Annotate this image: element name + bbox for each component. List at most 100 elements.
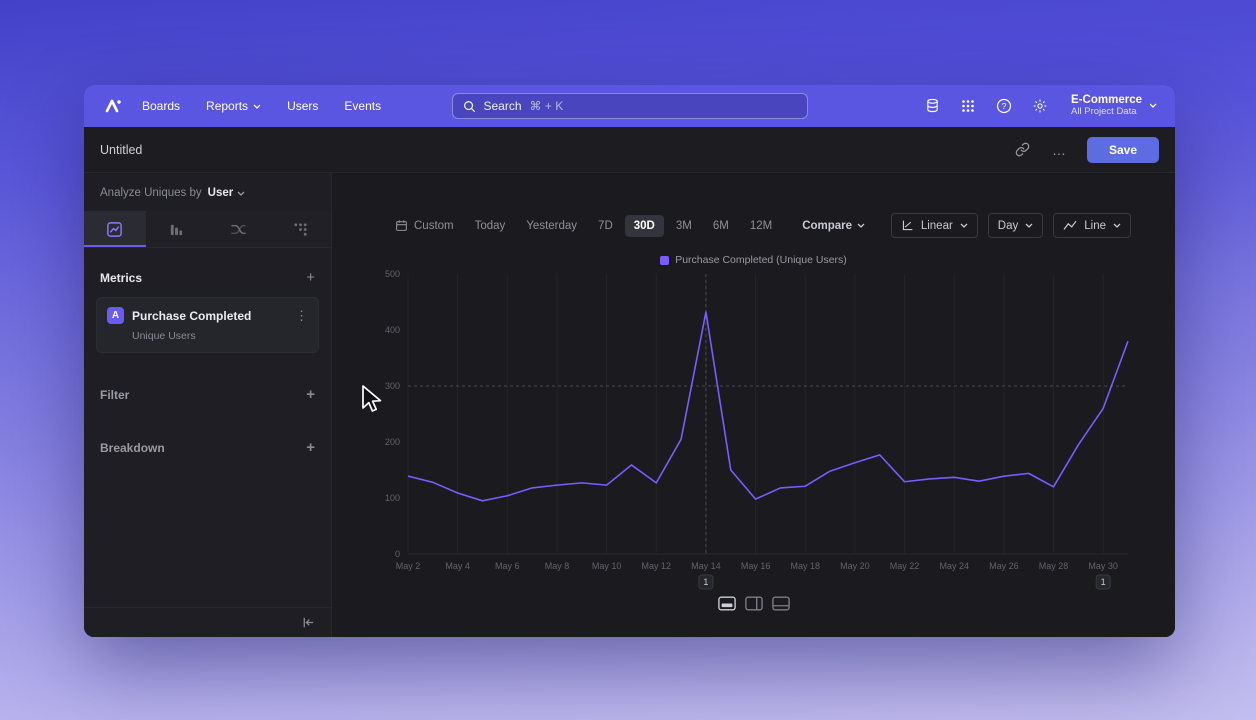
- collapse-sidebar-button[interactable]: [299, 614, 317, 632]
- compare-label: Compare: [802, 219, 853, 232]
- svg-text:May 4: May 4: [445, 561, 470, 571]
- settings-gear-icon[interactable]: [1031, 97, 1049, 115]
- project-name: E-Commerce: [1071, 93, 1142, 106]
- compare-dropdown[interactable]: Compare: [794, 215, 873, 237]
- date-12m-button[interactable]: 12M: [749, 219, 773, 232]
- metrics-section-header: Metrics +: [84, 270, 331, 285]
- metric-subtitle[interactable]: Unique Users: [132, 330, 196, 342]
- search-icon: [463, 100, 475, 112]
- svg-text:500: 500: [385, 269, 400, 279]
- date-today-button[interactable]: Today: [474, 219, 506, 232]
- analyze-label: Analyze Uniques by: [100, 187, 202, 199]
- flows-icon: [231, 224, 246, 234]
- svg-text:1: 1: [703, 577, 708, 587]
- search-input[interactable]: Search ⌘ + K: [451, 93, 808, 119]
- breakdown-section: Breakdown +: [84, 440, 331, 455]
- svg-text:0: 0: [395, 549, 400, 559]
- nav-left: Boards Reports Users Events: [102, 95, 452, 117]
- database-icon: [926, 99, 938, 113]
- svg-text:May 16: May 16: [741, 561, 771, 571]
- analyze-row: Analyze Uniques by User: [84, 173, 331, 203]
- svg-text:May 12: May 12: [642, 561, 672, 571]
- report-title: Untitled: [100, 142, 143, 157]
- date-yesterday-button[interactable]: Yesterday: [526, 219, 578, 232]
- date-7d-button[interactable]: 7D: [598, 219, 613, 232]
- nav-right: ? E-Commerce All Project Data: [808, 94, 1158, 118]
- metric-kebab-menu[interactable]: ⋮: [295, 307, 308, 323]
- svg-text:May 20: May 20: [840, 561, 870, 571]
- analyze-value-dropdown[interactable]: User: [208, 187, 246, 199]
- layout-split-button[interactable]: [744, 596, 763, 611]
- help-icon[interactable]: ?: [995, 97, 1013, 115]
- line-chart-icon: [1063, 220, 1077, 230]
- add-filter-button[interactable]: +: [306, 386, 315, 403]
- funnels-icon: [170, 224, 183, 235]
- metric-badge: A: [107, 307, 124, 324]
- svg-text:100: 100: [385, 493, 400, 503]
- more-options-button[interactable]: …: [1051, 141, 1067, 158]
- nav-reports-label: Reports: [206, 99, 249, 113]
- scale-select[interactable]: Linear: [890, 213, 978, 238]
- svg-text:May 22: May 22: [890, 561, 920, 571]
- axis-icon: [902, 220, 913, 231]
- date-6m-button[interactable]: 6M: [712, 219, 729, 232]
- mixpanel-logo-icon: [105, 99, 121, 113]
- save-button[interactable]: Save: [1086, 136, 1159, 163]
- interval-value: Day: [997, 219, 1019, 232]
- metric-card[interactable]: A Purchase Completed ⋮ Unique Users: [96, 297, 319, 353]
- layout-table-button[interactable]: [771, 596, 790, 611]
- chart-legend: Purchase Completed (Unique Users): [332, 254, 1175, 266]
- metric-title: Purchase Completed: [132, 308, 252, 323]
- svg-text:May 30: May 30: [1088, 561, 1118, 571]
- chevron-down-icon: [857, 223, 865, 228]
- top-nav: Boards Reports Users Events Search ⌘ + K: [84, 85, 1175, 127]
- gear-icon: [1033, 99, 1047, 113]
- layout-full-icon: [717, 596, 736, 611]
- insights-icon: [107, 221, 123, 237]
- interval-select[interactable]: Day: [987, 213, 1044, 238]
- date-30d-button[interactable]: 30D: [624, 214, 664, 237]
- content-area: Analyze Uniques by User: [84, 173, 1175, 637]
- svg-text:400: 400: [385, 325, 400, 335]
- chart-type-value: Line: [1084, 219, 1106, 232]
- chart-type-select[interactable]: Line: [1053, 213, 1131, 238]
- add-breakdown-button[interactable]: +: [306, 439, 315, 456]
- mixpanel-logo[interactable]: [102, 95, 124, 117]
- nav-items: Boards Reports Users Events: [142, 99, 381, 113]
- chevron-down-icon: [1149, 104, 1157, 109]
- data-management-icon[interactable]: [923, 97, 941, 115]
- nav-events[interactable]: Events: [344, 99, 382, 113]
- date-range-buttons: Custom Today Yesterday 7D 30D 3M 6M 12M …: [386, 214, 873, 237]
- layout-chart-only-button[interactable]: [717, 596, 736, 611]
- svg-text:May 26: May 26: [989, 561, 1019, 571]
- nav-boards[interactable]: Boards: [142, 99, 181, 113]
- app-window: Boards Reports Users Events Search ⌘ + K: [84, 85, 1175, 637]
- add-metric-button[interactable]: +: [306, 269, 315, 286]
- question-circle-icon: ?: [996, 98, 1012, 114]
- report-header: Untitled … Save: [84, 127, 1175, 173]
- date-3m-button[interactable]: 3M: [675, 219, 692, 232]
- retention-icon: [293, 222, 307, 236]
- apps-grid-icon[interactable]: [959, 97, 977, 115]
- tab-flows[interactable]: [208, 211, 270, 247]
- share-link-icon[interactable]: [1014, 141, 1032, 159]
- project-subtitle: All Project Data: [1071, 106, 1137, 118]
- svg-text:200: 200: [385, 437, 400, 447]
- tab-insights[interactable]: [84, 211, 146, 247]
- legend-swatch: [660, 255, 670, 265]
- svg-text:May 2: May 2: [396, 561, 421, 571]
- svg-text:May 14: May 14: [691, 561, 721, 571]
- date-custom-button[interactable]: Custom: [386, 214, 463, 237]
- tab-funnels[interactable]: [146, 211, 208, 247]
- line-chart[interactable]: May 2 May 4 May 6 May 8 May 10 May 12 May 14 Ma…: [368, 266, 1148, 596]
- nav-users[interactable]: Users: [287, 99, 319, 113]
- svg-text:May 8: May 8: [545, 561, 570, 571]
- svg-text:May 28: May 28: [1039, 561, 1069, 571]
- tab-retention[interactable]: [269, 211, 331, 247]
- filter-label: Filter: [100, 387, 130, 402]
- legend-label: Purchase Completed (Unique Users): [675, 254, 847, 266]
- project-selector[interactable]: E-Commerce All Project Data: [1071, 94, 1157, 118]
- nav-reports[interactable]: Reports: [206, 99, 261, 113]
- breakdown-label: Breakdown: [100, 440, 165, 455]
